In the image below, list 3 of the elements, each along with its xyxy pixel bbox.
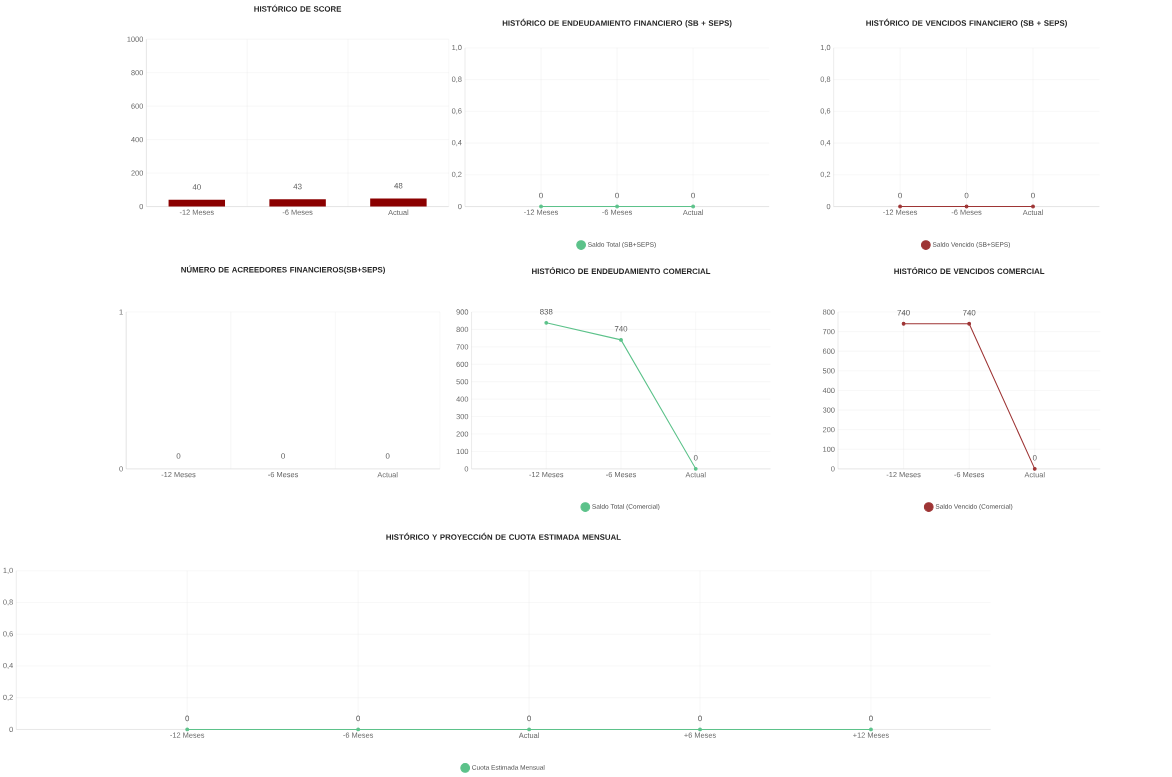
point xyxy=(693,467,698,472)
point xyxy=(544,321,549,325)
point xyxy=(619,338,623,343)
